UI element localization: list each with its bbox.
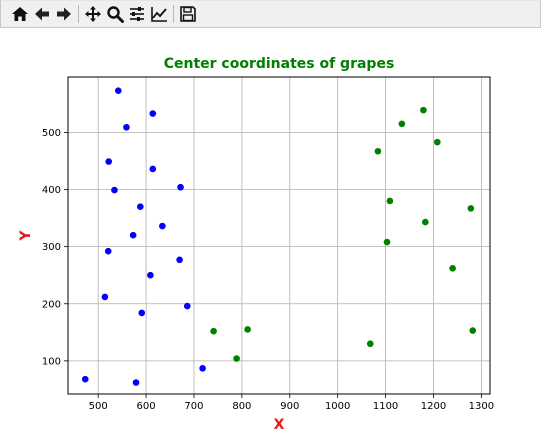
scatter-point bbox=[101, 293, 109, 301]
save-icon bbox=[180, 6, 196, 22]
scatter-point bbox=[159, 222, 166, 230]
scatter-point bbox=[366, 340, 374, 348]
scatter-point bbox=[183, 302, 191, 310]
y-tick-label: 100 bbox=[42, 356, 61, 367]
scatter-point bbox=[199, 364, 206, 372]
plot-area: 500 600 700 800 900 1000 1100 1200 1300 100 200 300… bbox=[0, 29, 543, 436]
scatter-point bbox=[467, 205, 475, 212]
subplots-icon bbox=[130, 7, 144, 21]
y-tick-label: 300 bbox=[42, 242, 61, 253]
x-tick-label: 500 bbox=[89, 401, 108, 412]
y-tick-label: 200 bbox=[42, 299, 61, 310]
scatter-point bbox=[81, 375, 89, 383]
scatter-point bbox=[114, 87, 122, 95]
home-button[interactable] bbox=[9, 3, 31, 25]
zoom-button[interactable] bbox=[104, 3, 126, 25]
x-axis-label: X bbox=[274, 417, 285, 433]
scatter-chart[interactable]: 500 600 700 800 900 1000 1100 1200 1300 100 200 300… bbox=[0, 29, 543, 436]
scatter-point bbox=[420, 106, 427, 114]
scatter-point bbox=[147, 271, 154, 279]
scatter-point bbox=[469, 327, 477, 334]
scatter-point bbox=[422, 218, 429, 226]
scatter-point bbox=[434, 138, 441, 146]
navigation-toolbar bbox=[0, 0, 541, 28]
scatter-point bbox=[177, 183, 184, 191]
scatter-point bbox=[149, 110, 157, 117]
grid bbox=[68, 77, 490, 394]
y-axis-label: Y bbox=[18, 230, 34, 242]
x-tick-label: 1200 bbox=[421, 401, 446, 412]
back-icon bbox=[35, 7, 49, 21]
chart-title: Center coordinates of grapes bbox=[164, 56, 395, 72]
x-tick-label: 1100 bbox=[373, 401, 398, 412]
x-tick-label: 1000 bbox=[325, 401, 350, 412]
scatter-point bbox=[149, 165, 157, 173]
pan-icon bbox=[85, 6, 101, 22]
scatter-point bbox=[386, 197, 394, 205]
scatter-point bbox=[383, 238, 391, 246]
scatter-point bbox=[176, 256, 183, 264]
scatter-point bbox=[449, 265, 456, 272]
x-tick-label: 900 bbox=[280, 401, 299, 412]
subplots-button[interactable] bbox=[126, 3, 148, 25]
axes-frame bbox=[67, 76, 491, 395]
toolbar-separator bbox=[173, 5, 174, 23]
scatter-point bbox=[111, 186, 118, 194]
edit-axis-button[interactable] bbox=[148, 3, 170, 25]
scatter-point bbox=[138, 309, 146, 317]
home-icon bbox=[12, 7, 28, 21]
forward-button[interactable] bbox=[53, 3, 75, 25]
forward-icon bbox=[57, 7, 71, 21]
save-button[interactable] bbox=[177, 3, 199, 25]
scatter-point bbox=[210, 327, 217, 335]
ticks: 500 600 700 800 900 1000 1100 1200 1300 100 200 300… bbox=[42, 128, 494, 412]
scatter-point bbox=[398, 120, 406, 128]
x-tick-label: 700 bbox=[184, 401, 203, 412]
data-points bbox=[81, 87, 477, 386]
scatter-point bbox=[129, 231, 137, 239]
back-button[interactable] bbox=[31, 3, 53, 25]
x-tick-label: 800 bbox=[232, 401, 251, 412]
scatter-point bbox=[244, 326, 251, 333]
y-tick-label: 500 bbox=[42, 128, 61, 139]
y-tick-label: 400 bbox=[42, 185, 61, 196]
x-tick-label: 1300 bbox=[469, 401, 494, 412]
x-tick-label: 600 bbox=[137, 401, 156, 412]
scatter-point bbox=[104, 247, 112, 255]
scatter-point bbox=[137, 203, 144, 210]
pan-button[interactable] bbox=[82, 3, 104, 25]
zoom-icon bbox=[107, 6, 124, 23]
scatter-point bbox=[123, 123, 130, 131]
toolbar-separator bbox=[78, 5, 79, 23]
scatter-point bbox=[233, 355, 240, 362]
edit-axis-icon bbox=[151, 7, 167, 22]
scatter-point bbox=[105, 158, 113, 165]
scatter-point bbox=[132, 379, 140, 386]
scatter-point bbox=[374, 147, 382, 155]
